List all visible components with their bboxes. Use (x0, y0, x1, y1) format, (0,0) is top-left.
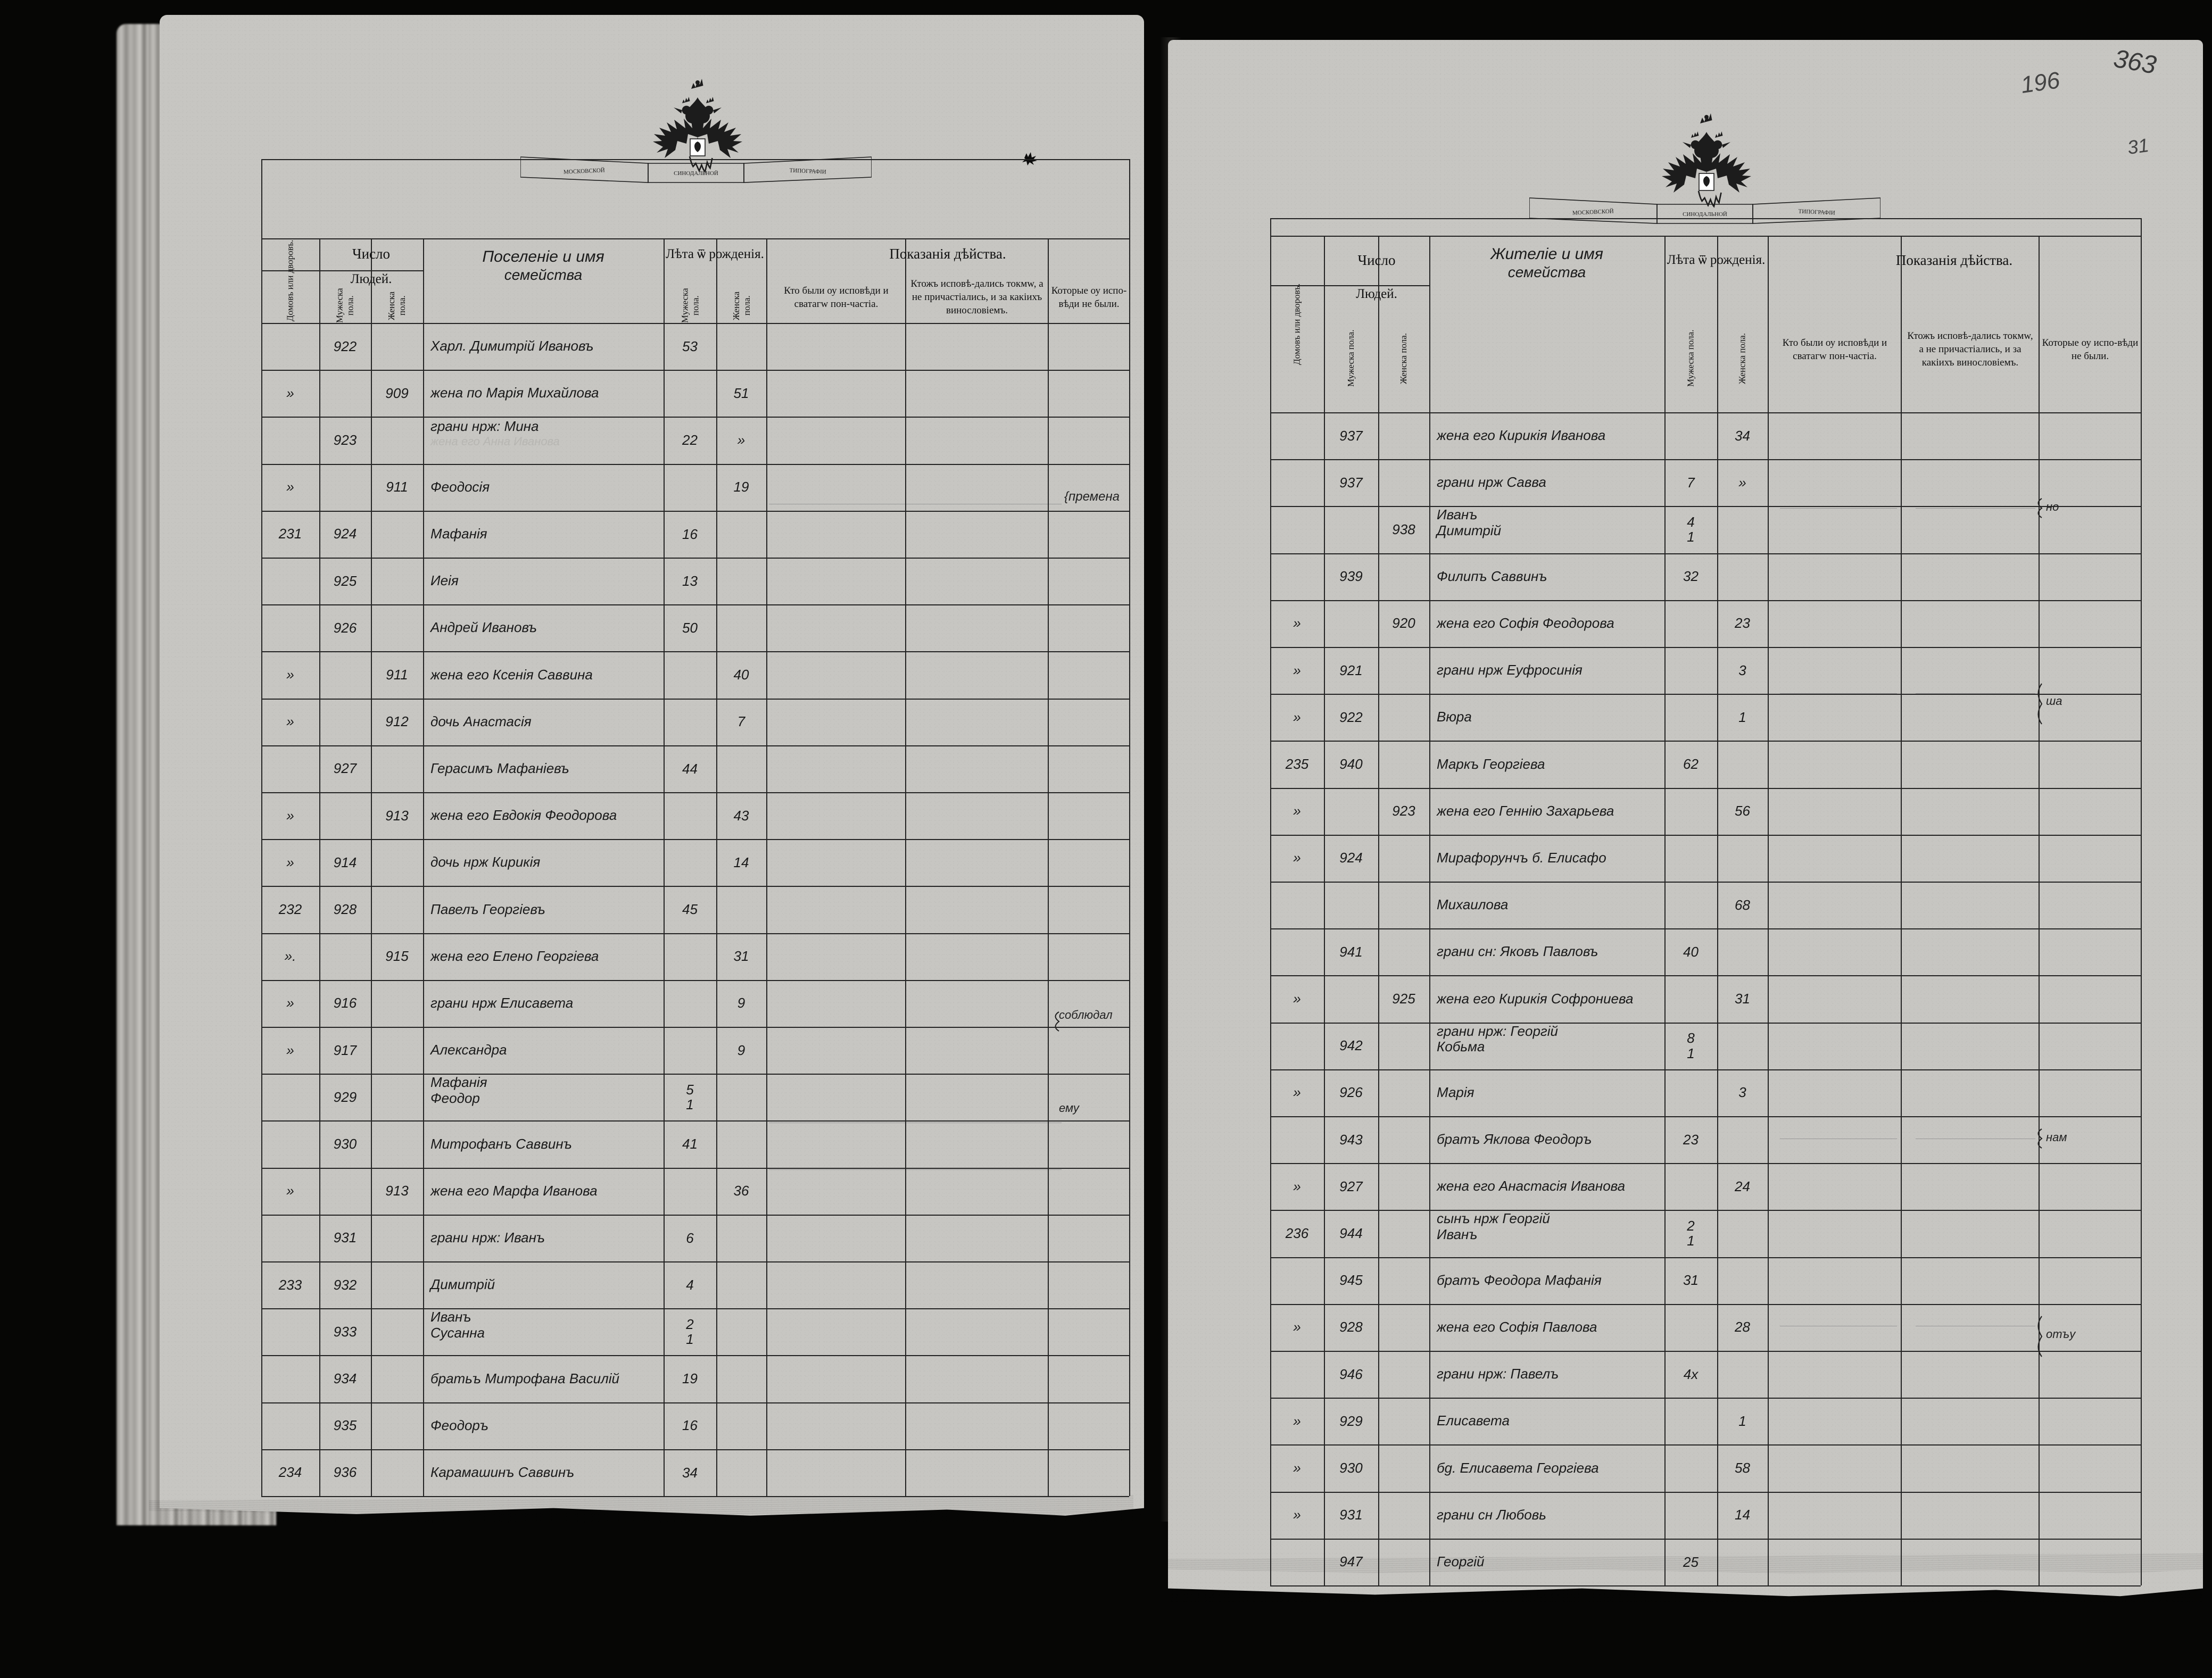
svg-text:ТИПОГРАФIИ: ТИПОГРАФIИ (1798, 208, 1835, 216)
svg-text:196: 196 (2019, 67, 2062, 98)
svg-text:МОСКОВСКОЙ: МОСКОВСКОЙ (1572, 208, 1614, 216)
svg-text:31: 31 (2126, 134, 2150, 159)
svg-text:363: 363 (2111, 45, 2158, 80)
svg-text:СИНОДАЛЬНОЙ: СИНОДАЛЬНОЙ (1683, 211, 1727, 218)
